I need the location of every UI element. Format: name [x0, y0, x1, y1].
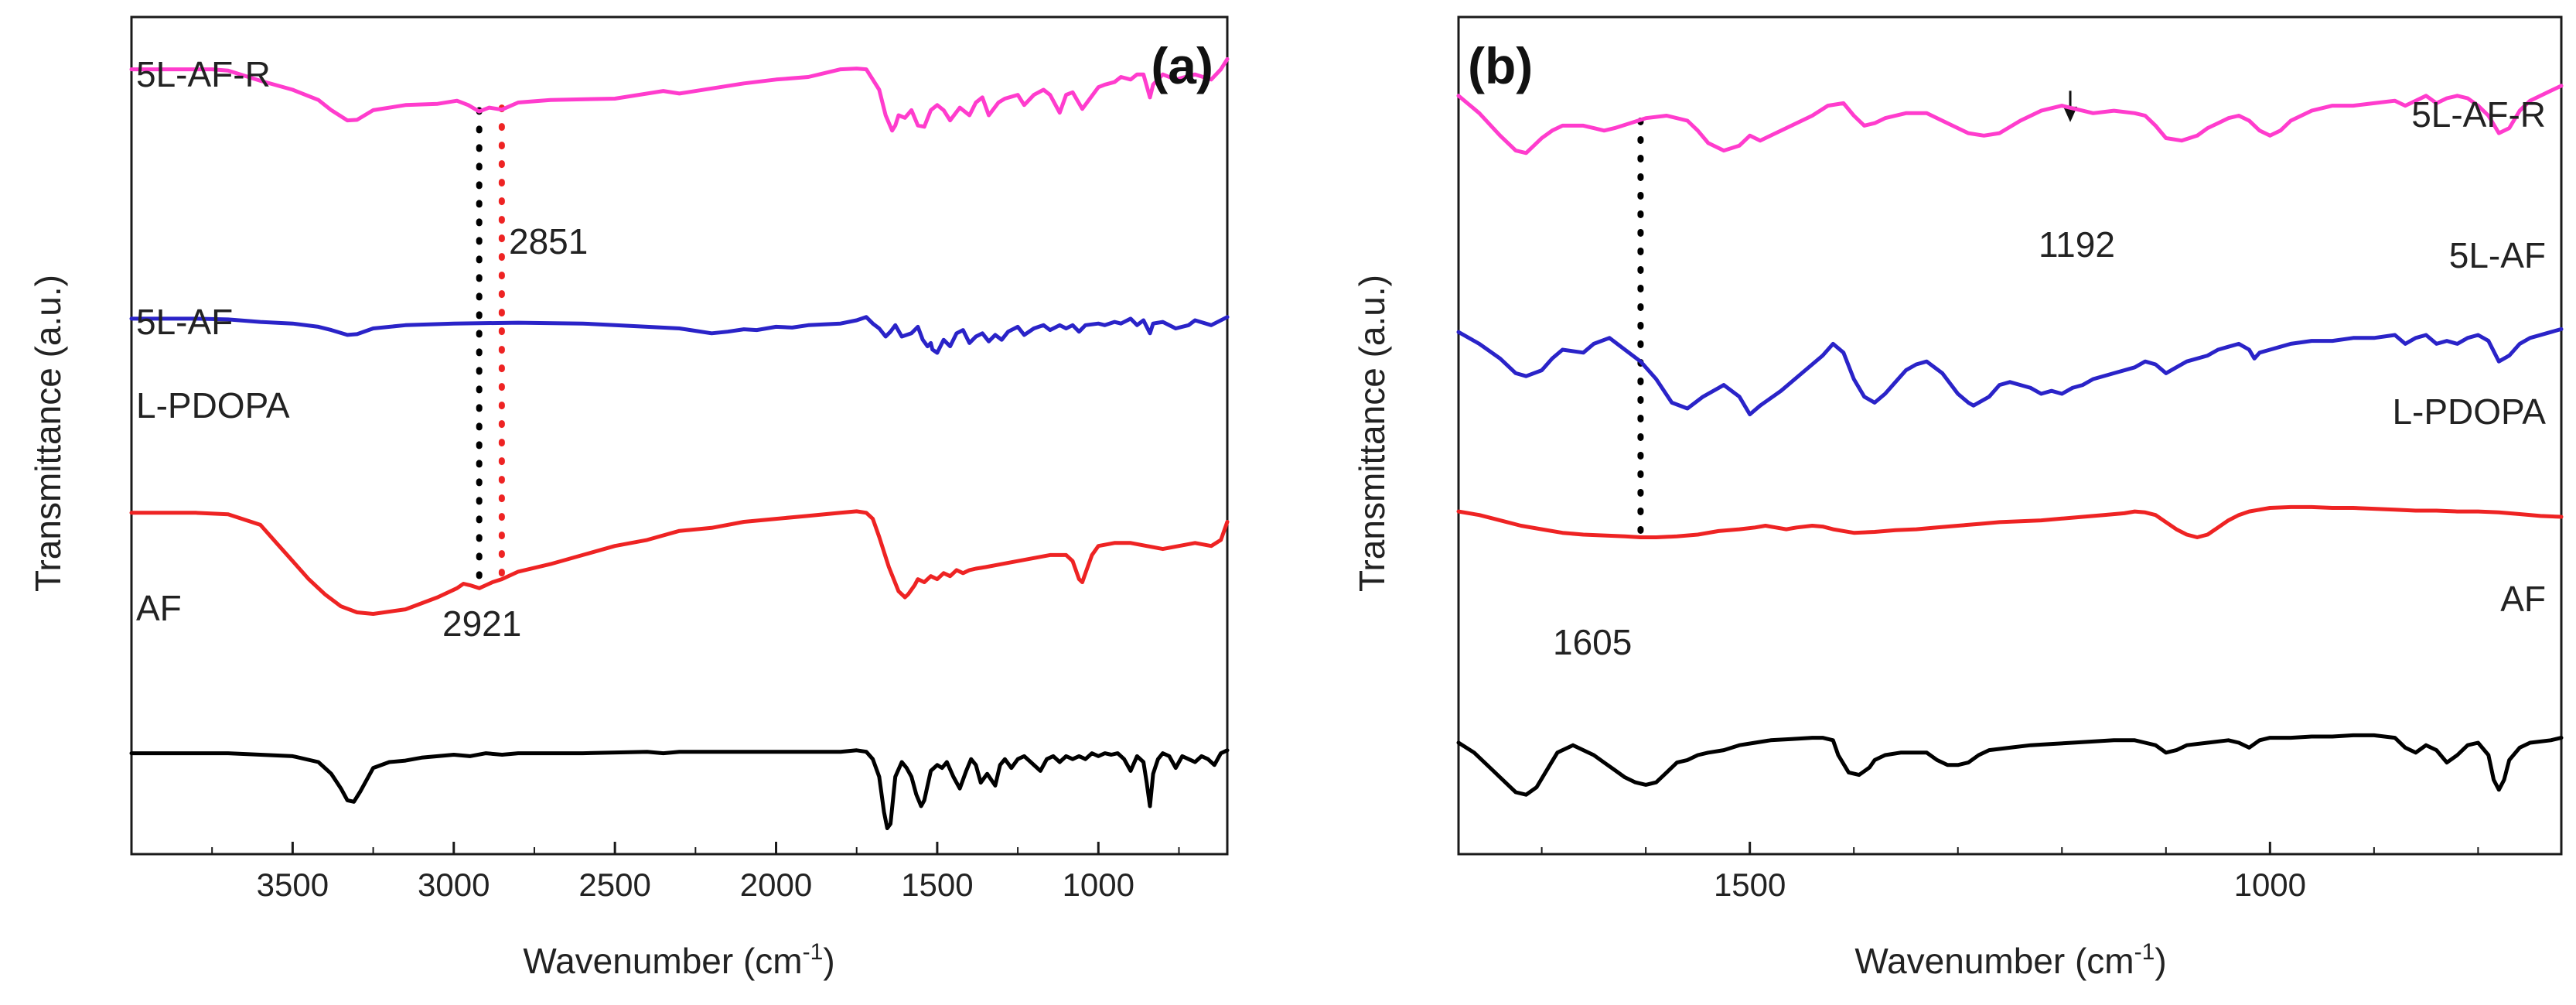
- x-axis-label-a-close: ): [823, 941, 834, 981]
- annotation-2851: 2851: [509, 221, 588, 262]
- x-tick-label-1000: 1000: [2234, 867, 2306, 903]
- annotation-1192: 1192: [2039, 224, 2115, 265]
- x-tick-label-2500: 2500: [578, 867, 650, 903]
- series-line-5l-af-r-a: [129, 56, 1230, 133]
- x-tick-label-1000: 1000: [1063, 867, 1134, 903]
- series-line-5l-af-a: [129, 315, 1230, 355]
- panel-label-a: (a): [1151, 37, 1213, 94]
- series-label-l-pdopa-a: L-PDOPA: [136, 385, 290, 426]
- x-tick-label-3500: 3500: [257, 867, 329, 903]
- series-line-5l-af-b: [1456, 326, 2564, 417]
- series-line-l-pdopa-b: [1456, 504, 2564, 539]
- annotation-1605: 1605: [1553, 622, 1632, 662]
- series-label-5l-af-r-b: 5L-AF-R: [2411, 94, 2546, 135]
- x-axis-label-a-sup: -1: [803, 939, 824, 965]
- series-line-l-pdopa-a: [129, 509, 1230, 616]
- series-line-5l-af-r-b: [1456, 84, 2564, 156]
- series-label-l-pdopa-b: L-PDOPA: [2392, 391, 2546, 432]
- y-axis-label-a: Transmittance (a.u.): [28, 275, 68, 592]
- x-axis-label-b-sup: -1: [2134, 939, 2155, 965]
- series-group-b: [1456, 84, 2564, 797]
- annotation-2921: 2921: [442, 603, 521, 644]
- x-axis-label-a-text: Wavenumber (cm: [523, 941, 802, 981]
- series-line-af-b: [1456, 733, 2564, 797]
- marker-lines-b: [1637, 91, 2078, 541]
- x-tick-label-2000: 2000: [740, 867, 812, 903]
- series-label-5l-af-r-a: 5L-AF-R: [136, 54, 271, 94]
- series-label-5l-af-a: 5L-AF: [136, 302, 233, 342]
- plot-frame-a: [130, 15, 1229, 856]
- x-ticks-b: 1500 1000: [1540, 842, 2479, 903]
- y-axis-label-b: Transmittance (a.u.): [1352, 275, 1392, 592]
- x-axis-label-b: Wavenumber (cm-1): [1854, 939, 2166, 981]
- series-label-af-b: AF: [2500, 579, 2546, 619]
- series-line-af-a: [129, 748, 1230, 830]
- series-group-a: [129, 56, 1230, 830]
- marker-lines-a: [476, 104, 505, 589]
- plot-frame-b: [1457, 15, 2563, 856]
- x-ticks-a: 3500 3000 2500 2000 1500 1000: [131, 842, 1180, 903]
- series-label-5l-af-b: 5L-AF: [2449, 235, 2546, 275]
- x-axis-label-b-close: ): [2155, 941, 2166, 981]
- x-axis-label-a: Wavenumber (cm-1): [523, 939, 834, 981]
- x-tick-label-3000: 3000: [418, 867, 490, 903]
- panel-a: 3500 3000 2500 2000 1500 1000 (a) 5L-AF-R 5L-…: [28, 15, 1230, 981]
- panel-b: 1500 1000 (b) 5L-AF-R 5L-AF L-PDOPA AF 11…: [1352, 15, 2564, 981]
- panel-label-b: (b): [1468, 37, 1533, 94]
- x-tick-label-1500: 1500: [901, 867, 973, 903]
- x-axis-label-b-text: Wavenumber (cm: [1854, 941, 2134, 981]
- series-label-af-a: AF: [136, 588, 182, 628]
- x-tick-label-1500: 1500: [1714, 867, 1786, 903]
